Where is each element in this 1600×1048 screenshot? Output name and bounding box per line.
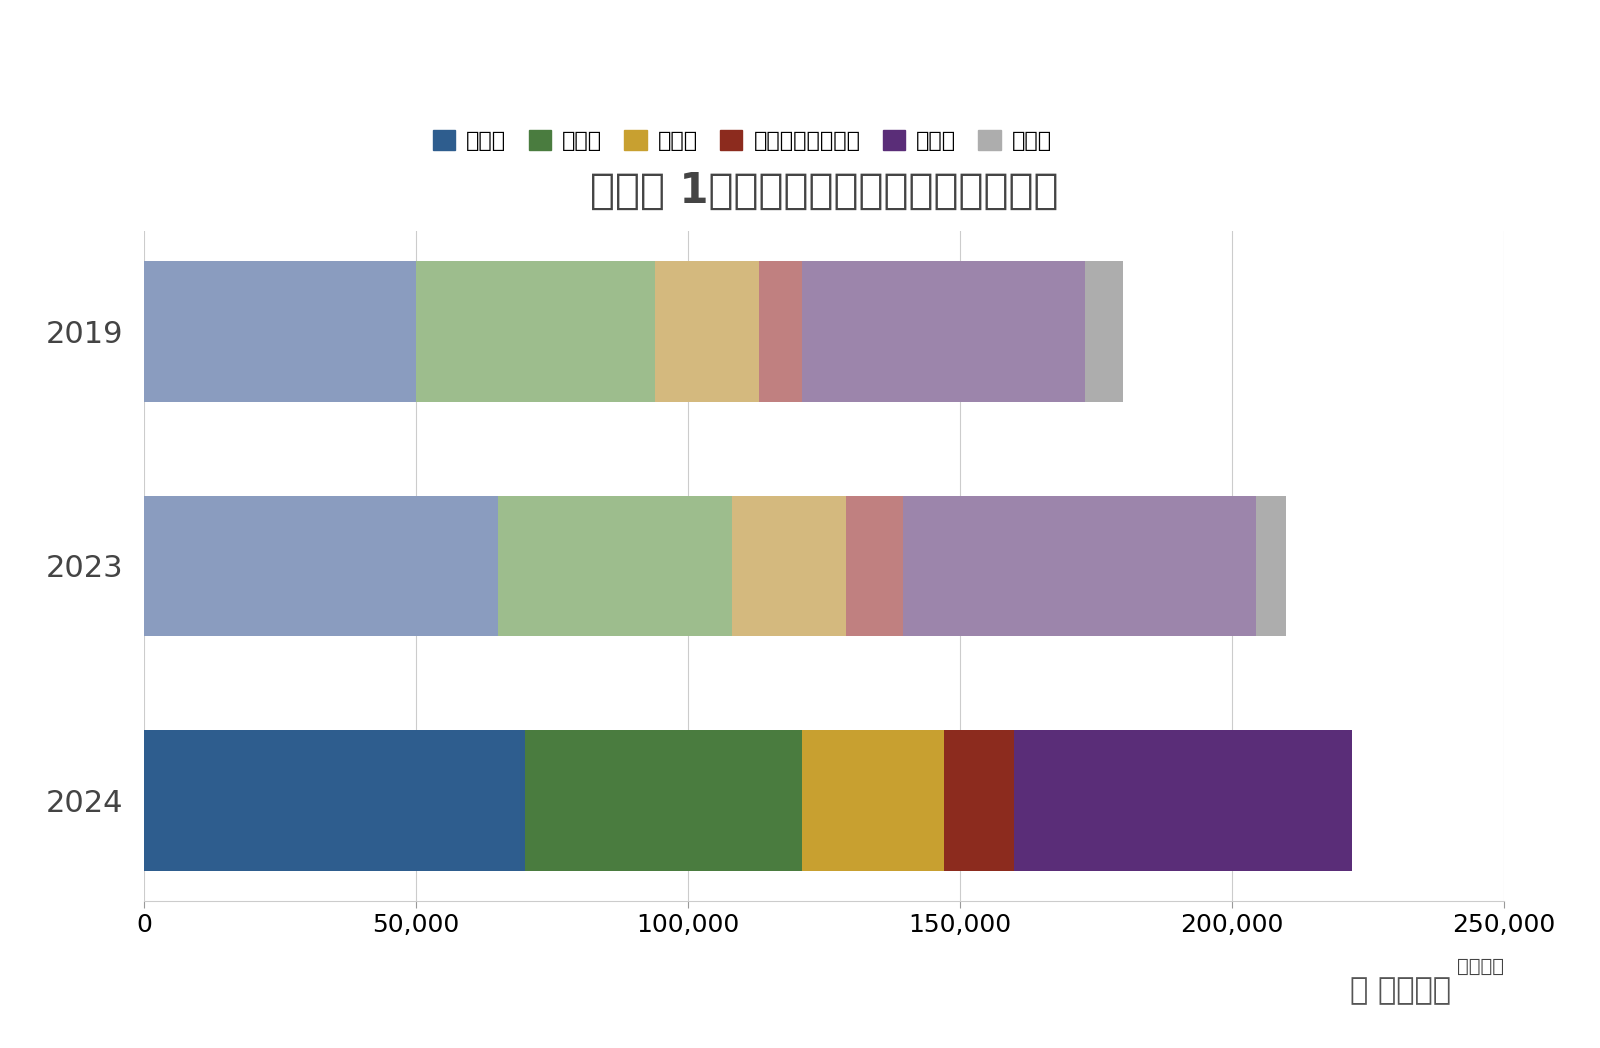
Bar — [144, 261, 416, 401]
Bar — [802, 261, 1085, 401]
Bar — [498, 496, 731, 636]
Legend: 宿泊費, 飲食費, 交通費, 娯楽等サービス費, 買物代, その他: 宿泊費, 飲食費, 交通費, 娯楽等サービス費, 買物代, その他 — [424, 121, 1061, 160]
Bar — [944, 730, 1014, 871]
Bar — [802, 730, 944, 871]
Bar — [525, 730, 802, 871]
Bar — [846, 496, 902, 636]
Bar — [144, 496, 498, 636]
Bar — [758, 261, 802, 401]
Text: ⦿ 訪日ラボ: ⦿ 訪日ラボ — [1349, 976, 1451, 1005]
Title: 費目別 1人当たり訪日ベトナム人消費額: 費目別 1人当たり訪日ベトナム人消費額 — [590, 170, 1058, 212]
Text: （万円）: （万円） — [1458, 957, 1504, 976]
Bar — [1085, 261, 1123, 401]
Bar — [1014, 730, 1352, 871]
Bar — [144, 730, 525, 871]
Bar — [416, 261, 656, 401]
Bar — [656, 261, 758, 401]
Bar — [731, 496, 846, 636]
Bar — [1256, 496, 1286, 636]
Bar — [902, 496, 1256, 636]
